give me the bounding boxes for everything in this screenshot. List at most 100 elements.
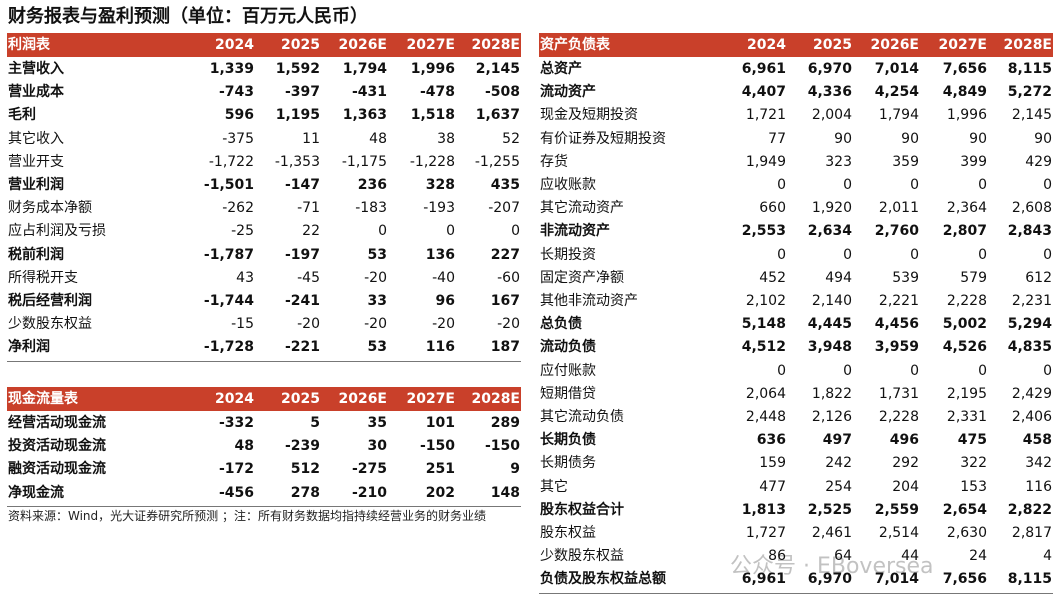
row-value: 1,518 <box>410 107 455 124</box>
row-value: 242 <box>825 455 852 472</box>
row-value: 2,817 <box>1011 525 1052 541</box>
row-value: -147 <box>284 177 320 193</box>
row-value: -183 <box>355 200 387 217</box>
row-label: 其它 <box>540 478 568 495</box>
row-value: 2,559 <box>874 501 919 518</box>
row-value: 52 <box>502 130 520 147</box>
row-value: 90 <box>834 130 852 147</box>
row-label: 非流动资产 <box>540 223 610 240</box>
row-value: 0 <box>978 362 987 379</box>
row-value: -239 <box>284 438 320 455</box>
row-value: 33 <box>367 293 387 309</box>
row-value: -1,787 <box>203 246 254 263</box>
row-value: 289 <box>490 415 520 431</box>
row-value: 452 <box>759 269 786 286</box>
row-value: 0 <box>843 246 852 263</box>
row-value: 612 <box>1025 269 1052 286</box>
row-label: 长期负债 <box>540 432 596 449</box>
row-value: 53 <box>367 339 387 356</box>
row-value: 5 <box>310 415 320 431</box>
row-value: 7,014 <box>874 61 919 77</box>
row-label: 其它流动资产 <box>540 200 624 217</box>
row-value: 7,656 <box>942 61 987 77</box>
row-value: -71 <box>297 200 320 217</box>
row-value: 5,148 <box>741 316 786 333</box>
row-label: 融资活动现金流 <box>8 461 106 478</box>
row-label: 应占利润及亏损 <box>8 223 106 240</box>
row-value: 2,461 <box>811 525 852 541</box>
row-value: -40 <box>432 269 455 286</box>
row-value: 187 <box>490 339 520 356</box>
row-value: 2,822 <box>1007 501 1052 518</box>
row-value: 1,996 <box>410 61 455 77</box>
row-value: 4,849 <box>942 84 987 101</box>
row-value: 0 <box>843 177 852 193</box>
row-label: 股东权益 <box>540 525 596 541</box>
row-value: 2,231 <box>1011 293 1052 309</box>
row-value: -275 <box>351 461 387 478</box>
row-label: 其他非流动资产 <box>540 293 638 309</box>
header-cell: 2028E <box>1003 37 1052 53</box>
row-value: 1,727 <box>745 525 786 541</box>
row-value: 236 <box>357 177 387 193</box>
row-value: 322 <box>960 455 987 472</box>
row-value: -508 <box>484 84 520 101</box>
header-cell: 2028E <box>471 391 520 407</box>
row-value: 1,794 <box>878 107 919 124</box>
row-value: -210 <box>351 484 387 501</box>
row-value: 2,634 <box>807 223 852 240</box>
row-value: 116 <box>425 339 455 356</box>
row-value: 2,514 <box>878 525 919 541</box>
row-value: 496 <box>889 432 919 449</box>
header-cell: 2027E <box>938 37 987 53</box>
row-value: 1,794 <box>342 61 387 77</box>
row-value: 2,843 <box>1007 223 1052 240</box>
row-label: 流动资产 <box>540 84 596 101</box>
row-value: 1,637 <box>475 107 520 124</box>
row-value: 0 <box>446 223 455 240</box>
row-value: 5,272 <box>1007 84 1052 101</box>
header-cell: 2027E <box>406 391 455 407</box>
row-value: -45 <box>297 269 320 286</box>
row-value: 399 <box>960 153 987 170</box>
table-rule <box>7 505 521 507</box>
row-value: 512 <box>290 461 320 478</box>
header-cell: 现金流量表 <box>8 391 78 407</box>
row-value: -221 <box>284 339 320 356</box>
row-value: 7,014 <box>874 571 919 588</box>
row-value: -1,722 <box>208 153 254 170</box>
row-label: 其它流动负债 <box>540 409 624 425</box>
row-value: 278 <box>290 484 320 501</box>
row-value: 2,331 <box>946 409 987 425</box>
row-value: -193 <box>423 200 455 217</box>
table-header: 现金流量表 2024 2025 2026E 2027E 2028E <box>7 387 521 411</box>
row-value: 0 <box>1043 246 1052 263</box>
row-value: 8,115 <box>1007 571 1052 588</box>
row-value: 2,608 <box>1011 200 1052 217</box>
row-value: -456 <box>218 484 254 501</box>
row-value: 2,195 <box>946 385 987 402</box>
row-value: 3,959 <box>874 339 919 356</box>
row-value: 0 <box>378 223 387 240</box>
row-value: 0 <box>910 177 919 193</box>
row-value: 159 <box>759 455 786 472</box>
row-value: -172 <box>218 461 254 478</box>
row-value: 86 <box>768 548 786 565</box>
watermark: 公众号 · EBoversea <box>730 554 934 579</box>
row-value: -1,228 <box>409 153 455 170</box>
row-label: 存货 <box>540 153 568 170</box>
row-value: 0 <box>777 246 786 263</box>
row-value: -20 <box>364 269 387 286</box>
row-value: 4,526 <box>942 339 987 356</box>
row-value: -241 <box>284 293 320 309</box>
row-value: 1,339 <box>209 61 254 77</box>
row-value: 9 <box>510 461 520 478</box>
row-value: 1,731 <box>878 385 919 402</box>
header-cell: 2024 <box>215 391 254 407</box>
row-value: 2,004 <box>811 107 852 124</box>
row-label: 流动负债 <box>540 339 596 356</box>
footnote: 资料来源：Wind，光大证券研究所预测 ；注：所有财务数据均指持续经营业务的财务… <box>8 509 486 523</box>
row-value: 24 <box>969 548 987 565</box>
row-label: 投资活动现金流 <box>8 438 106 455</box>
